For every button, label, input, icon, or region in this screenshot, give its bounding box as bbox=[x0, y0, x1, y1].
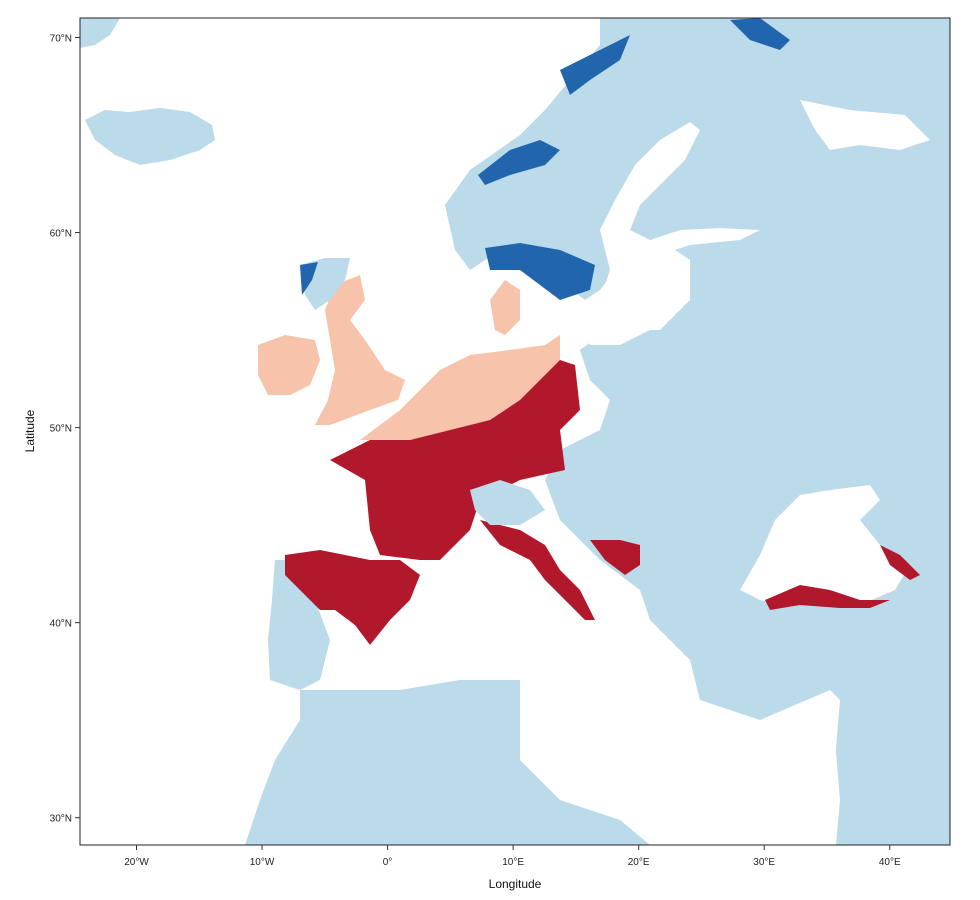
region-jutland bbox=[490, 280, 520, 335]
land-eastern-europe bbox=[445, 18, 950, 845]
x-axis-title: Longitude bbox=[489, 877, 542, 891]
x-tick-label: 20°E bbox=[628, 857, 650, 868]
y-tick-label: 60°N bbox=[50, 229, 72, 240]
region-caucasus bbox=[880, 545, 920, 580]
baltic-sea bbox=[575, 122, 760, 345]
region-north-cape bbox=[560, 35, 630, 95]
region-norway-mountains bbox=[478, 140, 560, 185]
land-iceland bbox=[85, 108, 215, 165]
region-south-sweden bbox=[485, 243, 595, 300]
x-tick-label: 10°E bbox=[502, 857, 524, 868]
white-sea bbox=[800, 100, 930, 150]
y-tick-label: 70°N bbox=[50, 34, 72, 45]
y-axis: 30°N 40°N 50°N 60°N 70°N bbox=[50, 34, 80, 825]
black-sea bbox=[740, 485, 910, 605]
region-iberia bbox=[285, 550, 420, 645]
region-central-europe bbox=[330, 360, 580, 560]
region-britain bbox=[315, 275, 405, 425]
land-greenland bbox=[80, 18, 120, 48]
mediterranean-east bbox=[520, 650, 840, 845]
map-layers bbox=[80, 18, 950, 845]
region-scotland-highlands bbox=[300, 262, 318, 295]
y-tick-label: 30°N bbox=[50, 814, 72, 825]
x-tick-label: 0° bbox=[383, 857, 393, 868]
x-tick-label: 20°W bbox=[124, 857, 149, 868]
region-anatolia bbox=[765, 585, 890, 610]
x-tick-label: 40°E bbox=[879, 857, 901, 868]
region-north-plain bbox=[360, 335, 560, 440]
y-tick-label: 50°N bbox=[50, 424, 72, 435]
y-axis-title: Latitude bbox=[23, 409, 37, 452]
land-north-africa bbox=[245, 680, 650, 845]
x-tick-label: 30°E bbox=[753, 857, 775, 868]
x-axis: 20°W 10°W 0° 10°E 20°E 30°E 40°E bbox=[124, 845, 901, 868]
land-iberia-west bbox=[268, 560, 330, 690]
x-tick-label: 10°W bbox=[250, 857, 275, 868]
y-tick-label: 40°N bbox=[50, 619, 72, 630]
region-italy bbox=[480, 520, 595, 620]
region-ireland bbox=[258, 335, 320, 395]
region-balkans bbox=[590, 540, 640, 575]
region-alps bbox=[470, 480, 545, 525]
plot-frame bbox=[79, 17, 951, 846]
region-kola bbox=[730, 18, 790, 50]
